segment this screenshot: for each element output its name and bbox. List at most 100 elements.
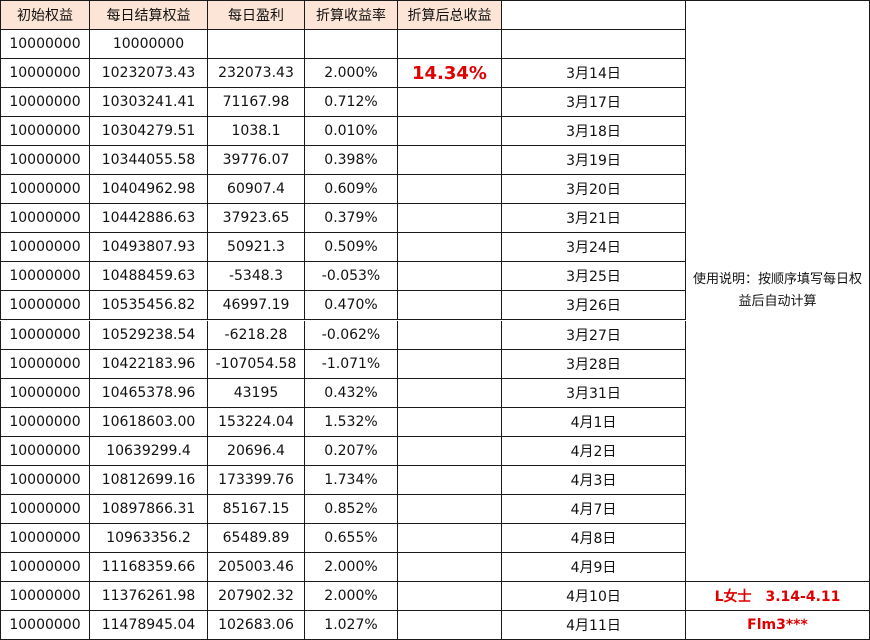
table-cell: 10963356.2 bbox=[90, 523, 208, 553]
table-cell: 10000000 bbox=[0, 320, 90, 350]
table-cell: 10000000 bbox=[0, 407, 90, 437]
date-cell: 3月27日 bbox=[502, 320, 686, 350]
table-cell: 10000000 bbox=[0, 146, 90, 176]
table-cell: 232073.43 bbox=[208, 59, 305, 89]
table-cell bbox=[398, 465, 502, 495]
table-cell: 10000000 bbox=[0, 291, 90, 321]
table-cell: 173399.76 bbox=[208, 465, 305, 495]
table-cell: 60907.4 bbox=[208, 175, 305, 205]
table-cell: 0.712% bbox=[305, 88, 398, 118]
table-cell bbox=[398, 117, 502, 147]
table-cell: 207902.32 bbox=[208, 581, 305, 611]
date-cell bbox=[502, 30, 686, 60]
table-cell: 10404962.98 bbox=[90, 175, 208, 205]
table-cell: 2.000% bbox=[305, 552, 398, 582]
table-cell: 20696.4 bbox=[208, 436, 305, 466]
table-cell: 0.470% bbox=[305, 291, 398, 321]
table-cell: 0.010% bbox=[305, 117, 398, 147]
table-cell: 11376261.98 bbox=[90, 581, 208, 611]
table-cell: 43195 bbox=[208, 378, 305, 408]
table-cell bbox=[398, 523, 502, 553]
table-cell bbox=[398, 233, 502, 263]
table-cell: 37923.65 bbox=[208, 204, 305, 234]
table-cell: 10465378.96 bbox=[90, 378, 208, 408]
table-cell: 10000000 bbox=[0, 117, 90, 147]
date-cell: 3月18日 bbox=[502, 117, 686, 147]
table-cell bbox=[398, 407, 502, 437]
table-cell: 0.509% bbox=[305, 233, 398, 263]
table-cell: 0.398% bbox=[305, 146, 398, 176]
header-cell: 每日结算权益 bbox=[90, 0, 208, 30]
date-cell: 4月2日 bbox=[502, 436, 686, 466]
table-cell: 10000000 bbox=[0, 378, 90, 408]
table-cell: 50921.3 bbox=[208, 233, 305, 263]
total-return: 14.34% bbox=[398, 59, 502, 89]
table-cell: 0.207% bbox=[305, 436, 398, 466]
date-cell: 4月7日 bbox=[502, 494, 686, 524]
table-cell: 10493807.93 bbox=[90, 233, 208, 263]
table-cell: 10422183.96 bbox=[90, 349, 208, 379]
date-cell: 3月17日 bbox=[502, 88, 686, 118]
table-cell: 10442886.63 bbox=[90, 204, 208, 234]
header-cell: 折算收益率 bbox=[305, 0, 398, 30]
table-cell: 0.655% bbox=[305, 523, 398, 553]
table-cell: 102683.06 bbox=[208, 611, 305, 640]
table-cell: 10000000 bbox=[0, 175, 90, 205]
date-cell: 3月26日 bbox=[502, 291, 686, 321]
table-cell: 10304279.51 bbox=[90, 117, 208, 147]
date-cell: 3月28日 bbox=[502, 349, 686, 379]
table-cell: 1.532% bbox=[305, 407, 398, 437]
table-cell: 0.432% bbox=[305, 378, 398, 408]
account-label: Flm3*** bbox=[686, 611, 870, 640]
table-cell: -1.071% bbox=[305, 349, 398, 379]
table-cell bbox=[305, 30, 398, 60]
table-cell bbox=[208, 30, 305, 60]
date-cell: 4月8日 bbox=[502, 523, 686, 553]
table-cell: 10897866.31 bbox=[90, 494, 208, 524]
table-cell bbox=[398, 320, 502, 350]
table-cell: 10000000 bbox=[0, 523, 90, 553]
table-cell: 10000000 bbox=[0, 494, 90, 524]
table-cell: 10000000 bbox=[0, 581, 90, 611]
table-cell: 1.734% bbox=[305, 465, 398, 495]
table-cell: 1038.1 bbox=[208, 117, 305, 147]
table-cell: 10488459.63 bbox=[90, 262, 208, 292]
table-cell: 10000000 bbox=[0, 204, 90, 234]
table-cell: 71167.98 bbox=[208, 88, 305, 118]
table-cell bbox=[398, 30, 502, 60]
table-cell: 10000000 bbox=[0, 30, 90, 60]
date-cell: 4月9日 bbox=[502, 552, 686, 582]
table-cell bbox=[398, 581, 502, 611]
header-cell: 初始权益 bbox=[0, 0, 90, 30]
table-cell: 10812699.16 bbox=[90, 465, 208, 495]
table-cell: 11478945.04 bbox=[90, 611, 208, 640]
table-cell bbox=[398, 494, 502, 524]
table-cell: 10303241.41 bbox=[90, 88, 208, 118]
table-cell bbox=[398, 204, 502, 234]
table-cell: 10639299.4 bbox=[90, 436, 208, 466]
table-cell bbox=[398, 291, 502, 321]
table-cell: -107054.58 bbox=[208, 349, 305, 379]
header-cell: 折算后总收益 bbox=[398, 0, 502, 30]
table-cell: 0.852% bbox=[305, 494, 398, 524]
table-cell bbox=[398, 611, 502, 640]
date-cell: 4月10日 bbox=[502, 581, 686, 611]
table-cell bbox=[398, 436, 502, 466]
table-cell bbox=[398, 88, 502, 118]
table-cell: -6218.28 bbox=[208, 320, 305, 350]
table-cell bbox=[398, 262, 502, 292]
date-cell: 3月20日 bbox=[502, 175, 686, 205]
table-cell: 46997.19 bbox=[208, 291, 305, 321]
table-cell: 205003.46 bbox=[208, 552, 305, 582]
date-cell: 3月25日 bbox=[502, 262, 686, 292]
header-cell bbox=[502, 0, 686, 30]
table-cell: 10000000 bbox=[0, 552, 90, 582]
usage-note: 使用说明：按顺序填写每日权益后自动计算 bbox=[686, 0, 870, 582]
table-cell bbox=[398, 378, 502, 408]
table-cell bbox=[398, 349, 502, 379]
table-cell: 10232073.43 bbox=[90, 59, 208, 89]
table-cell: 1.027% bbox=[305, 611, 398, 640]
header-cell: 每日盈利 bbox=[208, 0, 305, 30]
table-cell: 10529238.54 bbox=[90, 320, 208, 350]
table-cell bbox=[398, 175, 502, 205]
